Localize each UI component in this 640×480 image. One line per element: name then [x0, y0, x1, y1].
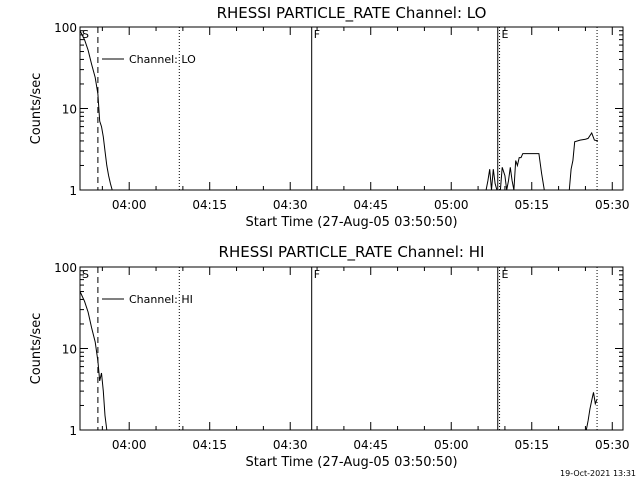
y-tick-label: 1	[69, 424, 77, 438]
x-axis-label: Start Time (27-Aug-05 03:50:50)	[245, 215, 457, 230]
x-tick-label: 05:00	[434, 198, 469, 212]
marker-label-s: S	[82, 28, 89, 41]
y-tick-label: 100	[54, 261, 77, 275]
marker-label-s: S	[82, 268, 89, 281]
x-tick-label: 05:00	[434, 438, 469, 452]
series-line-segment	[585, 392, 598, 431]
x-tick-label: 04:15	[192, 438, 227, 452]
plot-frame	[79, 26, 624, 191]
x-tick-label: 05:30	[595, 198, 630, 212]
series-line-segment	[499, 153, 545, 191]
y-axis-label: Counts/sec	[29, 313, 44, 385]
x-tick-label: 04:15	[192, 198, 227, 212]
y-tick-label: 100	[54, 21, 77, 35]
x-tick-label: 04:45	[353, 438, 388, 452]
series-line-segment	[79, 291, 108, 431]
x-tick-label: 04:00	[112, 198, 147, 212]
y-tick-label: 1	[69, 184, 77, 198]
y-tick-label: 10	[62, 343, 77, 357]
x-tick-label: 05:15	[514, 438, 549, 452]
chart-title: RHESSI PARTICLE_RATE Channel: HI	[219, 243, 485, 262]
x-axis-label: Start Time (27-Aug-05 03:50:50)	[245, 455, 457, 470]
marker-label-f: F	[314, 28, 320, 41]
footer-timestamp: 19-Oct-2021 13:31	[560, 469, 636, 478]
x-tick-label: 05:15	[514, 198, 549, 212]
y-axis-label: Counts/sec	[29, 73, 44, 145]
x-tick-label: 05:30	[595, 438, 630, 452]
series-line-segment	[79, 30, 113, 191]
x-tick-label: 04:30	[273, 438, 308, 452]
legend-label: Channel: HI	[129, 293, 193, 306]
y-tick-label: 10	[62, 103, 77, 117]
marker-label-e: E	[502, 268, 509, 281]
series-line-segment	[568, 131, 599, 191]
marker-label-f: F	[314, 268, 320, 281]
plot-frame	[79, 266, 624, 431]
x-tick-label: 04:00	[112, 438, 147, 452]
marker-label-e: E	[502, 28, 509, 41]
chart-panel-2: RHESSI PARTICLE_RATE Channel: HI 1 10 100 04…	[29, 243, 630, 470]
chart-panel-1: RHESSI PARTICLE_RATE Channel: LO 1 10 100 04…	[29, 4, 630, 230]
x-tick-label: 04:45	[353, 198, 388, 212]
legend-label: Channel: LO	[129, 53, 196, 66]
chart-title: RHESSI PARTICLE_RATE Channel: LO	[217, 4, 487, 23]
x-tick-label: 04:30	[273, 198, 308, 212]
series-line-segment	[485, 169, 498, 191]
